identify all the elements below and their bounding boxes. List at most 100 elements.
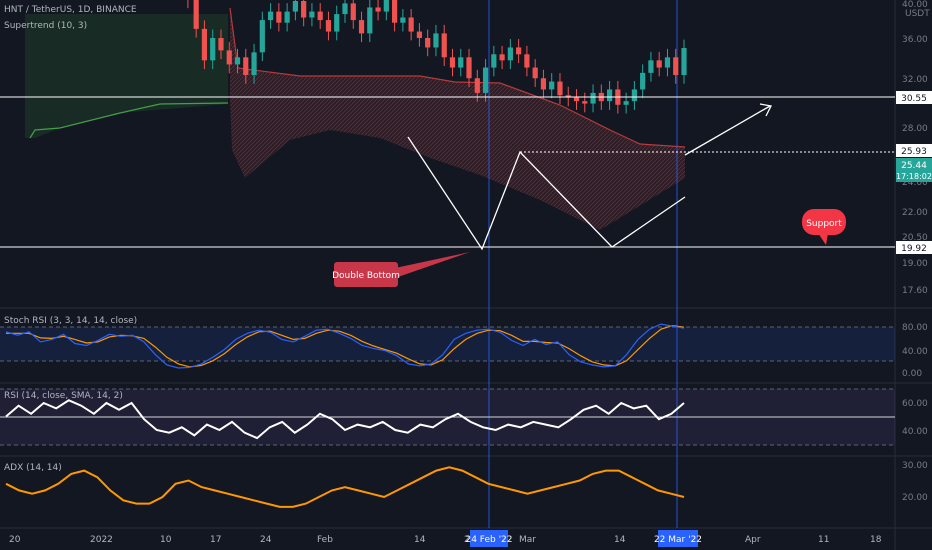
date-highlight-feb24[interactable] [470,530,508,547]
candle-body [375,7,381,12]
candle-body [425,37,431,48]
support-pointer [818,233,828,245]
candle-body [210,37,216,61]
candle-body [284,11,290,23]
candle-body [532,67,538,79]
candle-body [218,37,224,51]
candle-body [466,57,472,79]
candle-body [482,67,489,93]
support-value: 19.92 [901,244,927,254]
candle-body [673,57,679,75]
time-tick: 14 [414,535,426,545]
time-tick: 18 [870,535,882,545]
candle-body [334,14,340,32]
candle-body [400,17,406,23]
candle-body [664,57,671,68]
resistance-badge [896,91,932,104]
symbol-title[interactable]: HNT / TetherUS, 1D, BINANCE [4,5,137,15]
price-tick: 20.50 [902,233,928,243]
candle-body [540,78,547,90]
supertrend-title[interactable]: Supertrend (10, 3) [4,21,87,31]
time-tick: 20 [9,535,21,545]
candle-body [557,81,563,96]
supertrend-up-zone [25,14,228,138]
price-tick: 17.60 [902,286,928,296]
time-tick: 2022 [90,535,113,545]
time-tick: Feb [317,535,333,545]
candle-body [259,20,265,53]
candle-body [367,7,373,34]
price-tick: 40.00 [902,0,928,10]
adx-title[interactable]: ADX (14, 14) [4,463,62,473]
candle-body [193,0,199,29]
candle-body [590,92,596,104]
candle-body [656,60,662,68]
candle-body [449,57,456,68]
support-box [802,209,846,235]
stoch-rsi-title[interactable]: Stoch RSI (3, 3, 14, 14, close) [4,316,137,326]
stoch-tick: 0.00 [902,369,922,379]
time-tick: Apr [745,535,761,545]
candle-body [309,11,315,18]
candle-body [491,54,497,68]
current-price-badge [896,158,932,182]
price-tick: 28.00 [902,124,928,134]
candle-body [507,47,513,61]
candle-body [565,95,571,98]
date-highlight-mar22-label: 22 Mar '22 [654,535,702,545]
date-highlight-feb24-label: 24 Feb '22 [465,535,512,545]
candle-body [516,47,522,55]
countdown-value: 17:18:02 [896,172,932,181]
candle-body [681,48,687,75]
stoch-rsi-k-line [5,323,685,369]
candle-body [549,81,555,90]
resistance-value: 30.55 [901,94,927,104]
candle-body [342,3,348,15]
supertrend-down-zone [230,8,685,230]
projection-arrow-line[interactable] [684,105,771,156]
currency-label: USDT [905,9,930,19]
candle-body [408,17,414,32]
rsi-tick: 40.00 [902,427,928,437]
price-tick: 36.00 [902,35,928,45]
double-bottom-pointer [395,252,470,278]
price-tick: 32.00 [902,75,928,85]
supertrend-up-line [29,102,229,139]
rsi-title[interactable]: RSI (14, close, SMA, 14, 2) [4,391,123,401]
candle-body [392,0,398,23]
candle-body [416,31,423,38]
candle-body [276,11,282,23]
candle-body [640,72,646,90]
adx-tick: 30.00 [902,461,928,471]
candle-body [350,3,356,21]
time-tick: 11 [818,535,829,545]
candle-body [358,20,365,34]
double-bottom-box [334,262,398,287]
candle-body [623,101,629,105]
candle-body [474,78,480,93]
candle-body [458,57,464,68]
adx-line [5,466,685,508]
rsi-layer [5,399,685,440]
double-bottom-callout[interactable]: Double Bottom [332,252,470,287]
date-highlight-mar22[interactable] [658,530,698,547]
support-callout[interactable]: Support [802,209,846,245]
candle-body [383,0,389,12]
candle-body [573,97,580,102]
candle-body [201,28,208,61]
projection-arrow-head [759,103,772,117]
candle-body [606,89,613,102]
candle-body [267,11,274,21]
candle-body [243,57,249,75]
candle-body [251,52,257,75]
adx-tick: 20.00 [902,493,928,503]
stoch-tick: 80.00 [902,323,928,333]
time-tick: 10 [160,535,172,545]
dotted-value: 25.93 [901,147,927,157]
candle-body [648,60,654,73]
double-bottom-drawing[interactable] [407,136,686,251]
candle-body [325,20,332,32]
stoch-tick: 40.00 [902,347,928,357]
stoch-rsi-layer [5,323,685,369]
